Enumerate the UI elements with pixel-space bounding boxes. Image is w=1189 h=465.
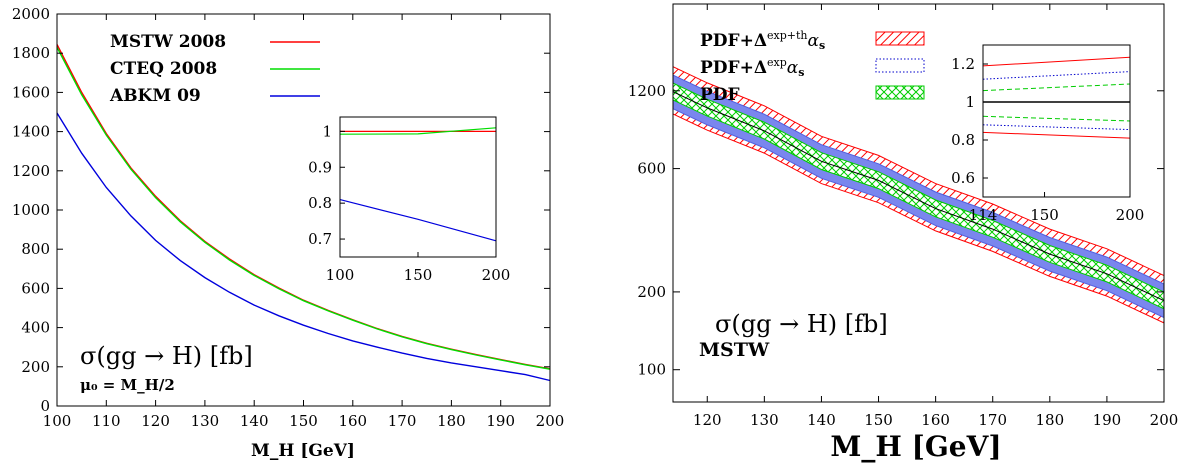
x-tick-label: 130 — [750, 411, 779, 429]
x-tick-label: 150 — [289, 412, 318, 430]
x-tick-label: 150 — [864, 411, 893, 429]
x-tick-label: 140 — [807, 411, 836, 429]
inset-x-tick-label: 200 — [1116, 206, 1145, 224]
inset-y-tick-label: 0.8 — [951, 131, 975, 149]
x-tick-label: 160 — [338, 412, 367, 430]
x-tick-label: 200 — [536, 412, 565, 430]
inset-line-2 — [982, 71, 1131, 80]
inset-line-0 — [982, 56, 1131, 67]
y-tick-label: 400 — [21, 319, 50, 337]
x-tick-label: 160 — [921, 411, 950, 429]
right-x-axis-label: M_H [GeV] — [830, 430, 1001, 463]
legend-label-band-exp-th: PDF+Δexp+thαs — [700, 29, 825, 52]
right-plot-frame — [672, 3, 1165, 403]
inset-line-4 — [982, 83, 1131, 92]
inset-series-line-2 — [339, 199, 497, 242]
x-tick-label: 120 — [141, 412, 170, 430]
x-tick-label: 100 — [43, 412, 72, 430]
legend-swatch-band-exp-th — [875, 31, 925, 46]
x-tick-label: 170 — [388, 412, 417, 430]
inset-y-tick-label: 1.2 — [951, 55, 975, 73]
inset-series-line-1 — [339, 127, 497, 135]
legend-label-cteq: CTEQ 2008 — [110, 59, 217, 79]
x-tick-label: 130 — [191, 412, 220, 430]
inset-x-tick-label: 150 — [404, 266, 433, 284]
right-inset-background — [983, 45, 1130, 197]
left-inset-background — [340, 117, 496, 257]
legend-label-band-pdf: PDF — [700, 85, 740, 105]
legend-swatch-band-pdf — [875, 85, 925, 100]
inset-x-tick-label: 200 — [482, 266, 511, 284]
left-chart: 100 110 120 130 140 150 160 170 180 190 2000200400… — [12, 5, 565, 461]
legend-swatch-band-exp — [875, 58, 925, 73]
x-tick-label: 200 — [1150, 411, 1179, 429]
right-inset: 114 150 200 0.6 0.8 1 1.2 — [951, 44, 1145, 224]
series-line-2 — [56, 112, 551, 382]
y-tick-label: 1200 — [628, 82, 666, 100]
left-annotation-sub: μ₀ = M_H/2 — [80, 376, 175, 394]
left-legend: MSTW 2008 CTEQ 2008 ABKM 09 — [109, 32, 320, 106]
inset-y-tick-label: 0.8 — [308, 194, 332, 212]
inset-y-tick-label: 1 — [322, 122, 332, 140]
series-line-1 — [56, 46, 551, 370]
inset-line-3 — [982, 124, 1131, 131]
x-tick-label: 170 — [978, 411, 1007, 429]
left-x-axis-label: M_H [GeV] — [251, 441, 355, 461]
y-tick-label: 2000 — [12, 5, 50, 23]
x-tick-label: 180 — [1035, 411, 1064, 429]
inset-y-tick-label: 0.9 — [308, 158, 332, 176]
inset-x-tick-label: 100 — [326, 266, 355, 284]
y-tick-label: 1600 — [12, 83, 50, 101]
y-tick-label: 1000 — [12, 201, 50, 219]
band-pdf — [673, 82, 1164, 310]
y-tick-label: 600 — [21, 279, 50, 297]
y-tick-label: 0 — [40, 397, 50, 415]
x-tick-label: 110 — [92, 412, 121, 430]
inset-y-tick-label: 0.6 — [951, 169, 975, 187]
inset-y-tick-label: 0.7 — [308, 230, 332, 248]
y-tick-label: 600 — [637, 160, 666, 178]
central-line — [673, 91, 1164, 302]
inset-line-1 — [982, 131, 1131, 139]
y-tick-label: 100 — [637, 361, 666, 379]
y-tick-label: 200 — [637, 283, 666, 301]
right-annotation-sub: MSTW — [699, 339, 770, 361]
y-tick-label: 800 — [21, 240, 50, 258]
inset-line-5 — [982, 115, 1131, 122]
inset-x-tick-label: 114 — [969, 206, 998, 224]
x-tick-label: 140 — [240, 412, 269, 430]
x-tick-label: 120 — [693, 411, 722, 429]
right-annotation-main: σ(gg → H) [fb] — [715, 310, 888, 338]
legend-label-band-exp: PDF+Δexpαs — [700, 56, 804, 79]
legend-label-mstw: MSTW 2008 — [110, 32, 226, 52]
legend-label-abkm: ABKM 09 — [109, 86, 201, 106]
y-tick-label: 200 — [21, 358, 50, 376]
x-tick-label: 180 — [437, 412, 466, 430]
right-legend: PDF+Δexp+thαs PDF+Δexpαs PDF — [700, 29, 925, 105]
left-inset: 100 150 200 0.7 0.8 0.9 1 — [308, 116, 511, 284]
x-tick-label: 190 — [486, 412, 515, 430]
inset-x-tick-label: 150 — [1030, 206, 1059, 224]
x-tick-label: 190 — [1093, 411, 1122, 429]
right-chart: 120 130 140 150 160 170 180 190 2001002006001200… — [628, 3, 1179, 463]
left-annotation-main: σ(gg → H) [fb] — [80, 342, 253, 370]
y-tick-label: 1400 — [12, 123, 50, 141]
y-tick-label: 1200 — [12, 162, 50, 180]
inset-y-tick-label: 1 — [965, 93, 975, 111]
right-inset-frame — [982, 44, 1131, 198]
y-tick-label: 1800 — [12, 44, 50, 62]
